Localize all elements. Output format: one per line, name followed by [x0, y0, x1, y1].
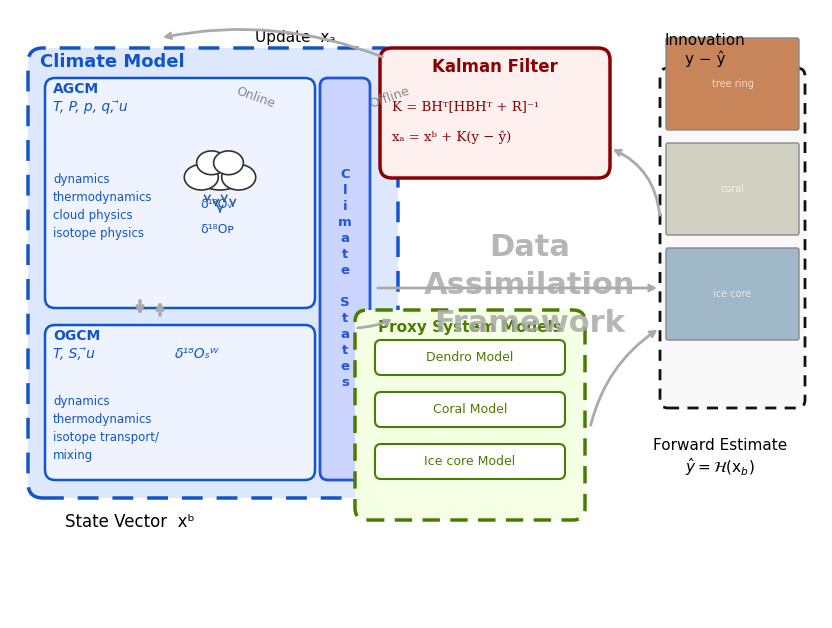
Text: dynamics
thermodynamics
isotope transport/
mixing: dynamics thermodynamics isotope transpor… — [53, 395, 159, 462]
Text: δ¹⁸Oᴘ: δ¹⁸Oᴘ — [200, 223, 234, 236]
Text: T, S, ⃗u: T, S, ⃗u — [53, 347, 95, 361]
Text: δ¹⁸Oₛᵂ: δ¹⁸Oₛᵂ — [175, 347, 220, 361]
Text: Observations: Observations — [676, 76, 790, 91]
Text: Climate Model: Climate Model — [40, 53, 185, 71]
Text: tree ring: tree ring — [711, 79, 754, 89]
Ellipse shape — [195, 156, 245, 190]
Text: Coral Model: Coral Model — [433, 403, 508, 416]
Text: Online: Online — [234, 85, 276, 111]
Ellipse shape — [221, 165, 255, 190]
Text: Innovation
y − ŷ: Innovation y − ŷ — [665, 33, 745, 67]
Text: dynamics
thermodynamics
cloud physics
isotope physics: dynamics thermodynamics cloud physics is… — [53, 173, 152, 240]
Ellipse shape — [214, 151, 244, 175]
Text: K = BHᵀ[HBHᵀ + R]⁻¹: K = BHᵀ[HBHᵀ + R]⁻¹ — [392, 100, 539, 113]
Text: ice core: ice core — [713, 289, 751, 299]
FancyBboxPatch shape — [380, 48, 610, 178]
Text: Proxy System Models: Proxy System Models — [378, 320, 562, 335]
FancyBboxPatch shape — [666, 143, 799, 235]
Text: State Vector  xᵇ: State Vector xᵇ — [65, 513, 195, 531]
FancyBboxPatch shape — [660, 68, 805, 408]
FancyBboxPatch shape — [666, 248, 799, 340]
FancyBboxPatch shape — [375, 340, 565, 375]
Text: Data
Assimilation
Framework: Data Assimilation Framework — [424, 233, 636, 338]
Text: AGCM: AGCM — [53, 82, 99, 96]
Text: Ice core Model: Ice core Model — [424, 455, 516, 468]
FancyBboxPatch shape — [666, 38, 799, 130]
Text: Kalman Filter: Kalman Filter — [432, 58, 558, 76]
FancyBboxPatch shape — [45, 325, 315, 480]
FancyBboxPatch shape — [375, 392, 565, 427]
Ellipse shape — [185, 165, 218, 190]
Ellipse shape — [196, 151, 226, 175]
Text: coral: coral — [721, 184, 745, 194]
Text: Dendro Model: Dendro Model — [426, 351, 513, 364]
Text: Forward Estimate: Forward Estimate — [653, 438, 787, 453]
Text: δ¹⁸Oᵥ: δ¹⁸Oᵥ — [200, 198, 233, 211]
FancyBboxPatch shape — [45, 78, 315, 308]
FancyBboxPatch shape — [320, 78, 370, 480]
FancyBboxPatch shape — [355, 310, 585, 520]
Text: xₐ = xᵇ + K(y − ŷ): xₐ = xᵇ + K(y − ŷ) — [392, 130, 511, 144]
Text: Offline: Offline — [369, 85, 412, 111]
Text: T, P, p, q, ⃗u: T, P, p, q, ⃗u — [53, 100, 127, 114]
FancyBboxPatch shape — [28, 48, 398, 498]
Text: C
l
i
m
a
t
e

S
t
a
t
e
s: C l i m a t e S t a t e s — [338, 168, 352, 389]
FancyBboxPatch shape — [375, 444, 565, 479]
Text: $\hat{y} = \mathcal{H}(\mathrm{x}_b)$: $\hat{y} = \mathcal{H}(\mathrm{x}_b)$ — [685, 456, 755, 478]
Text: Update  xₐ: Update xₐ — [255, 30, 335, 45]
Text: OGCM: OGCM — [53, 329, 100, 343]
